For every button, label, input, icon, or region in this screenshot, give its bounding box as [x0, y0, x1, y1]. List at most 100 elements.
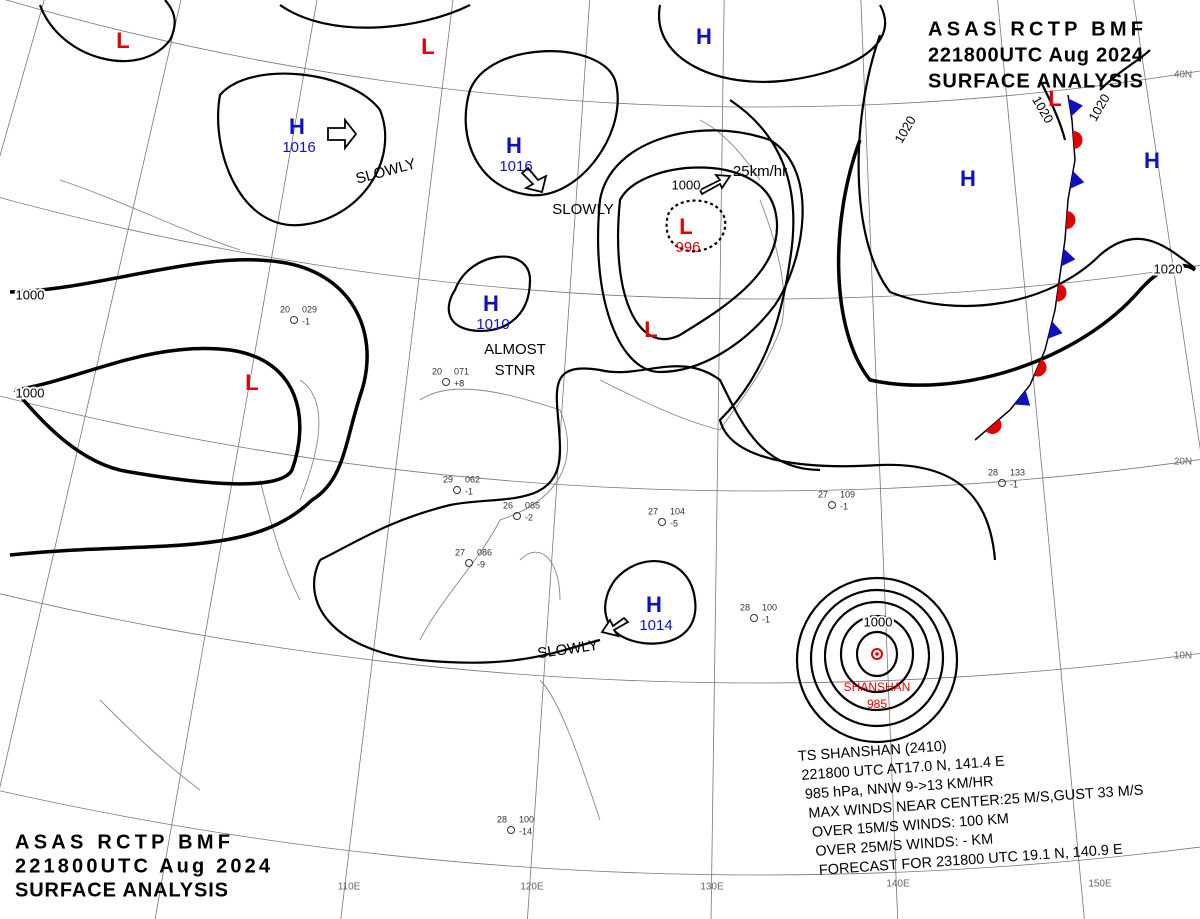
warm-semicircle [985, 419, 1002, 434]
cold-triangle [1014, 390, 1031, 406]
coastlines [59, 119, 785, 821]
isobar-label: 1020 [1154, 261, 1183, 276]
station-temp: 29 [443, 474, 453, 484]
header-line: 221800UTC Aug 2024 [15, 855, 271, 877]
warm-semicircle [1033, 359, 1047, 377]
meridian [0, 0, 45, 158]
station-temp: 20 [280, 304, 290, 314]
station-pressure: 104 [670, 506, 685, 516]
movement-label: SLOWLY [354, 155, 418, 187]
grid-label: 120E [520, 882, 544, 893]
meridian [1133, 0, 1200, 451]
station-pressure: 100 [519, 814, 534, 824]
meridian [710, 0, 725, 919]
grid-label: 10N [1174, 651, 1192, 662]
station-tendency: +8 [454, 378, 464, 388]
station-tendency: -1 [302, 316, 310, 326]
pressure-center: L [116, 28, 129, 53]
station-temp: 27 [818, 489, 828, 499]
pressure-center: H [696, 24, 712, 49]
cold-triangle [1061, 248, 1076, 267]
movement-label: ALMOST [484, 341, 546, 358]
pressure-center: L [679, 214, 692, 239]
header-line: SURFACE ANALYSIS [15, 879, 228, 901]
pressure-center: H [960, 166, 976, 191]
movement-label: STNR [495, 362, 536, 379]
grid-label: 130E [700, 882, 724, 893]
isobar-label: 1020 [891, 113, 918, 146]
pressure-center: H [483, 291, 499, 316]
station-dot [453, 486, 461, 494]
station-pressure: 133 [1010, 467, 1025, 477]
center-pressure: 1016 [282, 139, 315, 156]
pressure-center: L [421, 34, 434, 59]
pressure-center: H [1144, 148, 1160, 173]
station-temp: 20 [432, 366, 442, 376]
center-pressure: 1016 [499, 158, 532, 175]
station-temp: 26 [503, 500, 513, 510]
warm-semicircle [1072, 131, 1083, 149]
grid-label: 150E [1088, 879, 1112, 890]
header-line: SURFACE ANALYSIS [928, 70, 1143, 92]
station-pressure: 109 [840, 489, 855, 499]
station-tendency: -1 [1010, 479, 1018, 489]
station-pressure: 029 [302, 304, 317, 314]
typhoon-name: SHANSHAN [844, 680, 911, 694]
warm-semicircle [1065, 211, 1076, 229]
cold-triangle [1069, 171, 1085, 189]
isobars [9, 0, 1197, 744]
isobar-label: 1000 [672, 177, 701, 192]
station-pressure: 086 [477, 547, 492, 557]
meridian [154, 0, 318, 919]
station-temp: 28 [740, 602, 750, 612]
station-tendency: -14 [519, 826, 532, 836]
stationary-front [974, 94, 1076, 441]
movement-label: 25km/hr [733, 163, 787, 180]
station-dot [998, 479, 1006, 487]
header-line: 221800UTC Aug 2024 [928, 44, 1144, 66]
pressure-center: L [245, 370, 258, 395]
station-dot [750, 614, 758, 622]
isobar-label: 1000 [16, 385, 45, 400]
station-dot [513, 512, 521, 520]
station-temp: 27 [648, 506, 658, 516]
movement-arrows [327, 117, 732, 638]
meridian [340, 0, 454, 919]
meridian [0, 0, 182, 789]
station-pressure: 062 [465, 474, 480, 484]
station-pressure: 100 [762, 602, 777, 612]
station-tendency: -2 [525, 512, 533, 522]
station-pressure: 085 [525, 500, 540, 510]
grid-label: 20N [1174, 457, 1192, 468]
front-symbols [985, 98, 1085, 434]
pressure-center: L [1048, 86, 1061, 111]
station-dot [442, 378, 450, 386]
pressure-center: H [506, 133, 522, 158]
center-pressure: 996 [675, 239, 700, 256]
grid-label: 110E [338, 882, 361, 893]
station-dot [290, 316, 298, 324]
typhoon-pressure: 985 [867, 697, 887, 711]
center-pressure: 1014 [639, 617, 672, 634]
isobar-label: 1000 [864, 614, 893, 629]
cold-triangle [1047, 321, 1063, 339]
meridian [997, 0, 1085, 919]
movement-label: SLOWLY [536, 637, 599, 662]
header-line: ASAS RCTP BMF [15, 831, 230, 853]
station-dot [828, 501, 836, 509]
station-dot [658, 518, 666, 526]
station-tendency: -1 [762, 614, 770, 624]
station-temp: 27 [455, 547, 465, 557]
grid-label: 40N [1174, 70, 1192, 81]
center-pressure: 1010 [476, 316, 509, 333]
station-dot [507, 826, 515, 834]
station-tendency: -1 [840, 501, 848, 511]
meridian [860, 0, 899, 919]
station-temp: 28 [497, 814, 507, 824]
movement-label: SLOWLY [552, 201, 613, 218]
warm-semicircle [1056, 283, 1067, 302]
station-temp: 28 [988, 467, 998, 477]
station-tendency: -5 [670, 518, 678, 528]
